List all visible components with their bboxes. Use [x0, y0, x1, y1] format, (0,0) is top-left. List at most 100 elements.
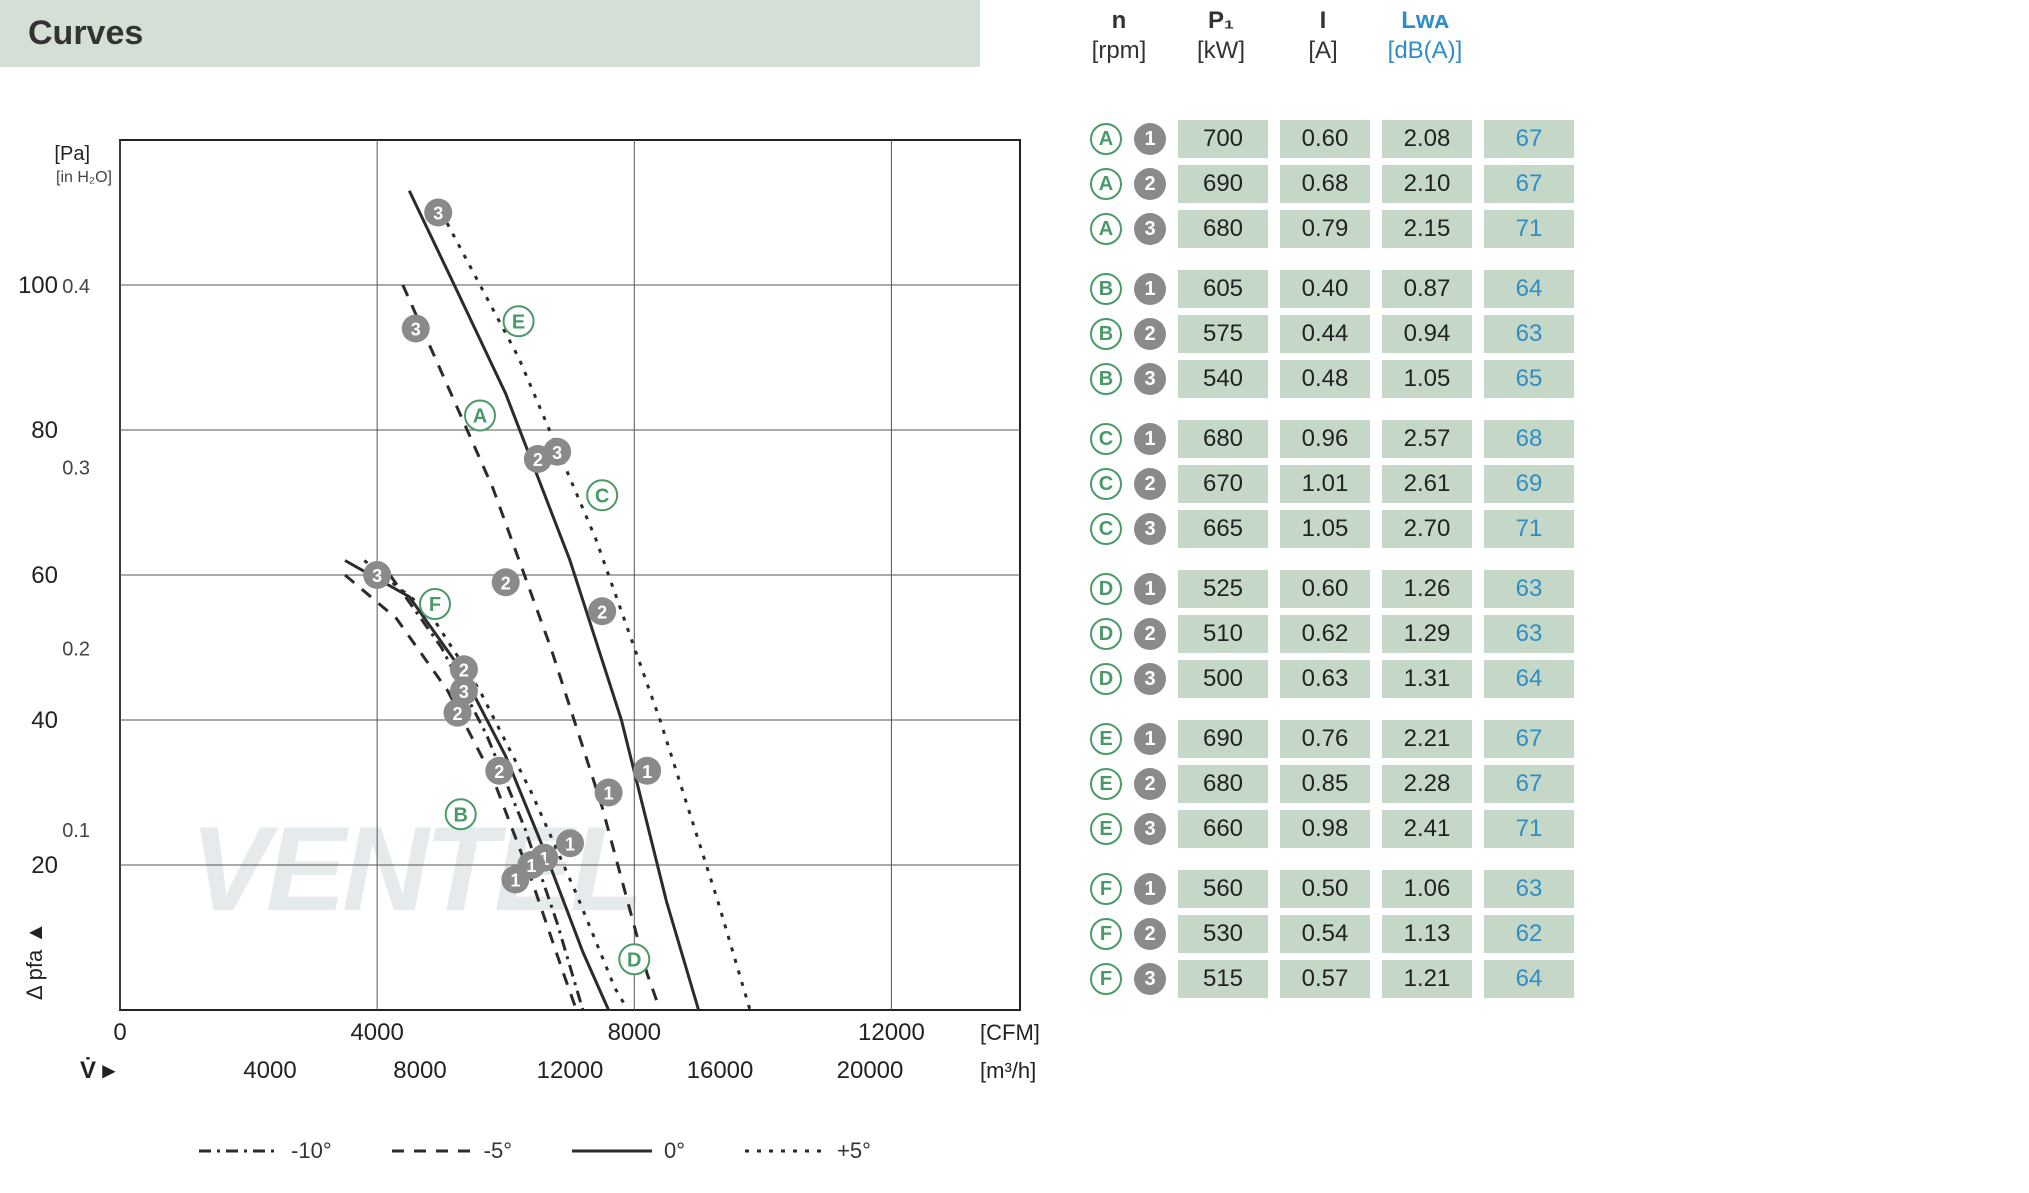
cell: 0.60: [1280, 120, 1370, 158]
cell: 65: [1484, 360, 1574, 398]
cell: 1.31: [1382, 660, 1472, 698]
letter-marker: F: [1090, 963, 1122, 995]
number-marker: 2: [1134, 468, 1166, 500]
cell: 2.10: [1382, 165, 1472, 203]
cell: 67: [1484, 165, 1574, 203]
letter-marker: C: [1090, 423, 1122, 455]
col-header: I[A]: [1278, 6, 1368, 66]
cell: 0.68: [1280, 165, 1370, 203]
cell: 515: [1178, 960, 1268, 998]
svg-text:40: 40: [31, 707, 58, 734]
cell: 1.05: [1382, 360, 1472, 398]
table-row: B16050.400.8764: [1090, 270, 2029, 308]
cell: 1.21: [1382, 960, 1472, 998]
cell: 0.79: [1280, 210, 1370, 248]
table-row: A17000.602.0867: [1090, 120, 2029, 158]
legend-label: 0°: [664, 1138, 685, 1164]
cell: 0.40: [1280, 270, 1370, 308]
svg-text:100: 100: [20, 272, 58, 299]
cell: 2.15: [1382, 210, 1472, 248]
svg-text:A: A: [473, 406, 487, 428]
svg-text:1: 1: [604, 784, 614, 804]
table-row: D35000.631.3164: [1090, 660, 2029, 698]
cell: 71: [1484, 510, 1574, 548]
svg-text:0.1: 0.1: [62, 820, 90, 842]
svg-text:B: B: [453, 804, 467, 826]
number-marker: 3: [1134, 213, 1166, 245]
cell: 680: [1178, 420, 1268, 458]
svg-text:3: 3: [372, 566, 382, 586]
col-header: Lwᴀ[dB(A)]: [1380, 6, 1470, 66]
letter-marker: A: [1090, 123, 1122, 155]
letter-marker: D: [1090, 618, 1122, 650]
svg-text:[Pa]: [Pa]: [54, 143, 90, 165]
table-row: E16900.762.2167: [1090, 720, 2029, 758]
cell: 67: [1484, 720, 1574, 758]
letter-marker: F: [1090, 918, 1122, 950]
letter-marker: A: [1090, 168, 1122, 200]
letter-marker: F: [1090, 873, 1122, 905]
table-row: C26701.012.6169: [1090, 465, 2029, 503]
cell: 540: [1178, 360, 1268, 398]
legend-label: -5°: [484, 1138, 512, 1164]
cell: 2.21: [1382, 720, 1472, 758]
cell: 69: [1484, 465, 1574, 503]
cell: 0.85: [1280, 765, 1370, 803]
letter-marker: B: [1090, 363, 1122, 395]
cell: 700: [1178, 120, 1268, 158]
svg-text:0: 0: [113, 1019, 126, 1046]
svg-text:8000: 8000: [608, 1019, 661, 1046]
svg-text:[CFM]: [CFM]: [980, 1020, 1040, 1045]
svg-text:1: 1: [526, 856, 536, 876]
cell: 0.62: [1280, 615, 1370, 653]
cell: 0.96: [1280, 420, 1370, 458]
svg-text:4000: 4000: [243, 1057, 296, 1084]
cell: 510: [1178, 615, 1268, 653]
cell: 63: [1484, 315, 1574, 353]
cell: 0.98: [1280, 810, 1370, 848]
cell: 560: [1178, 870, 1268, 908]
svg-text:20: 20: [31, 852, 58, 879]
letter-marker: B: [1090, 273, 1122, 305]
svg-text:D: D: [627, 949, 641, 971]
svg-text:1: 1: [642, 762, 652, 782]
cell: 0.63: [1280, 660, 1370, 698]
letter-marker: D: [1090, 573, 1122, 605]
cell: 64: [1484, 270, 1574, 308]
table-row: D25100.621.2963: [1090, 615, 2029, 653]
cell: 2.41: [1382, 810, 1472, 848]
cell: 1.06: [1382, 870, 1472, 908]
letter-marker: C: [1090, 468, 1122, 500]
table-row: D15250.601.2663: [1090, 570, 2029, 608]
number-marker: 1: [1134, 873, 1166, 905]
header-columns: n[rpm]P₁[kW]I[A]Lwᴀ[dB(A)]: [1074, 0, 1470, 66]
table-row: C36651.052.7071: [1090, 510, 2029, 548]
number-marker: 3: [1134, 963, 1166, 995]
svg-text:20000: 20000: [837, 1057, 904, 1084]
cell: 670: [1178, 465, 1268, 503]
cell: 63: [1484, 615, 1574, 653]
cell: 0.57: [1280, 960, 1370, 998]
cell: 67: [1484, 120, 1574, 158]
svg-text:3: 3: [552, 443, 562, 463]
svg-text:E: E: [512, 311, 525, 333]
cell: 1.13: [1382, 915, 1472, 953]
table-row: F25300.541.1362: [1090, 915, 2029, 953]
table-group: D15250.601.2663D25100.621.2963D35000.631…: [1090, 570, 2029, 698]
cell: 605: [1178, 270, 1268, 308]
svg-text:Δ pfa ▲: Δ pfa ▲: [22, 922, 47, 1000]
chart-area: VENTEL20406080100040008000120000.10.20.3…: [20, 110, 1050, 1193]
cell: 0.76: [1280, 720, 1370, 758]
svg-text:VENTEL: VENTEL: [190, 802, 639, 936]
number-marker: 2: [1134, 768, 1166, 800]
legend-label: -10°: [291, 1138, 332, 1164]
cell: 0.87: [1382, 270, 1472, 308]
svg-text:12000: 12000: [858, 1019, 925, 1046]
cell: 63: [1484, 870, 1574, 908]
svg-text:3: 3: [433, 204, 443, 224]
cell: 530: [1178, 915, 1268, 953]
cell: 71: [1484, 210, 1574, 248]
curves-chart: VENTEL20406080100040008000120000.10.20.3…: [20, 110, 1040, 1130]
svg-text:16000: 16000: [687, 1057, 754, 1084]
table-row: E36600.982.4171: [1090, 810, 2029, 848]
